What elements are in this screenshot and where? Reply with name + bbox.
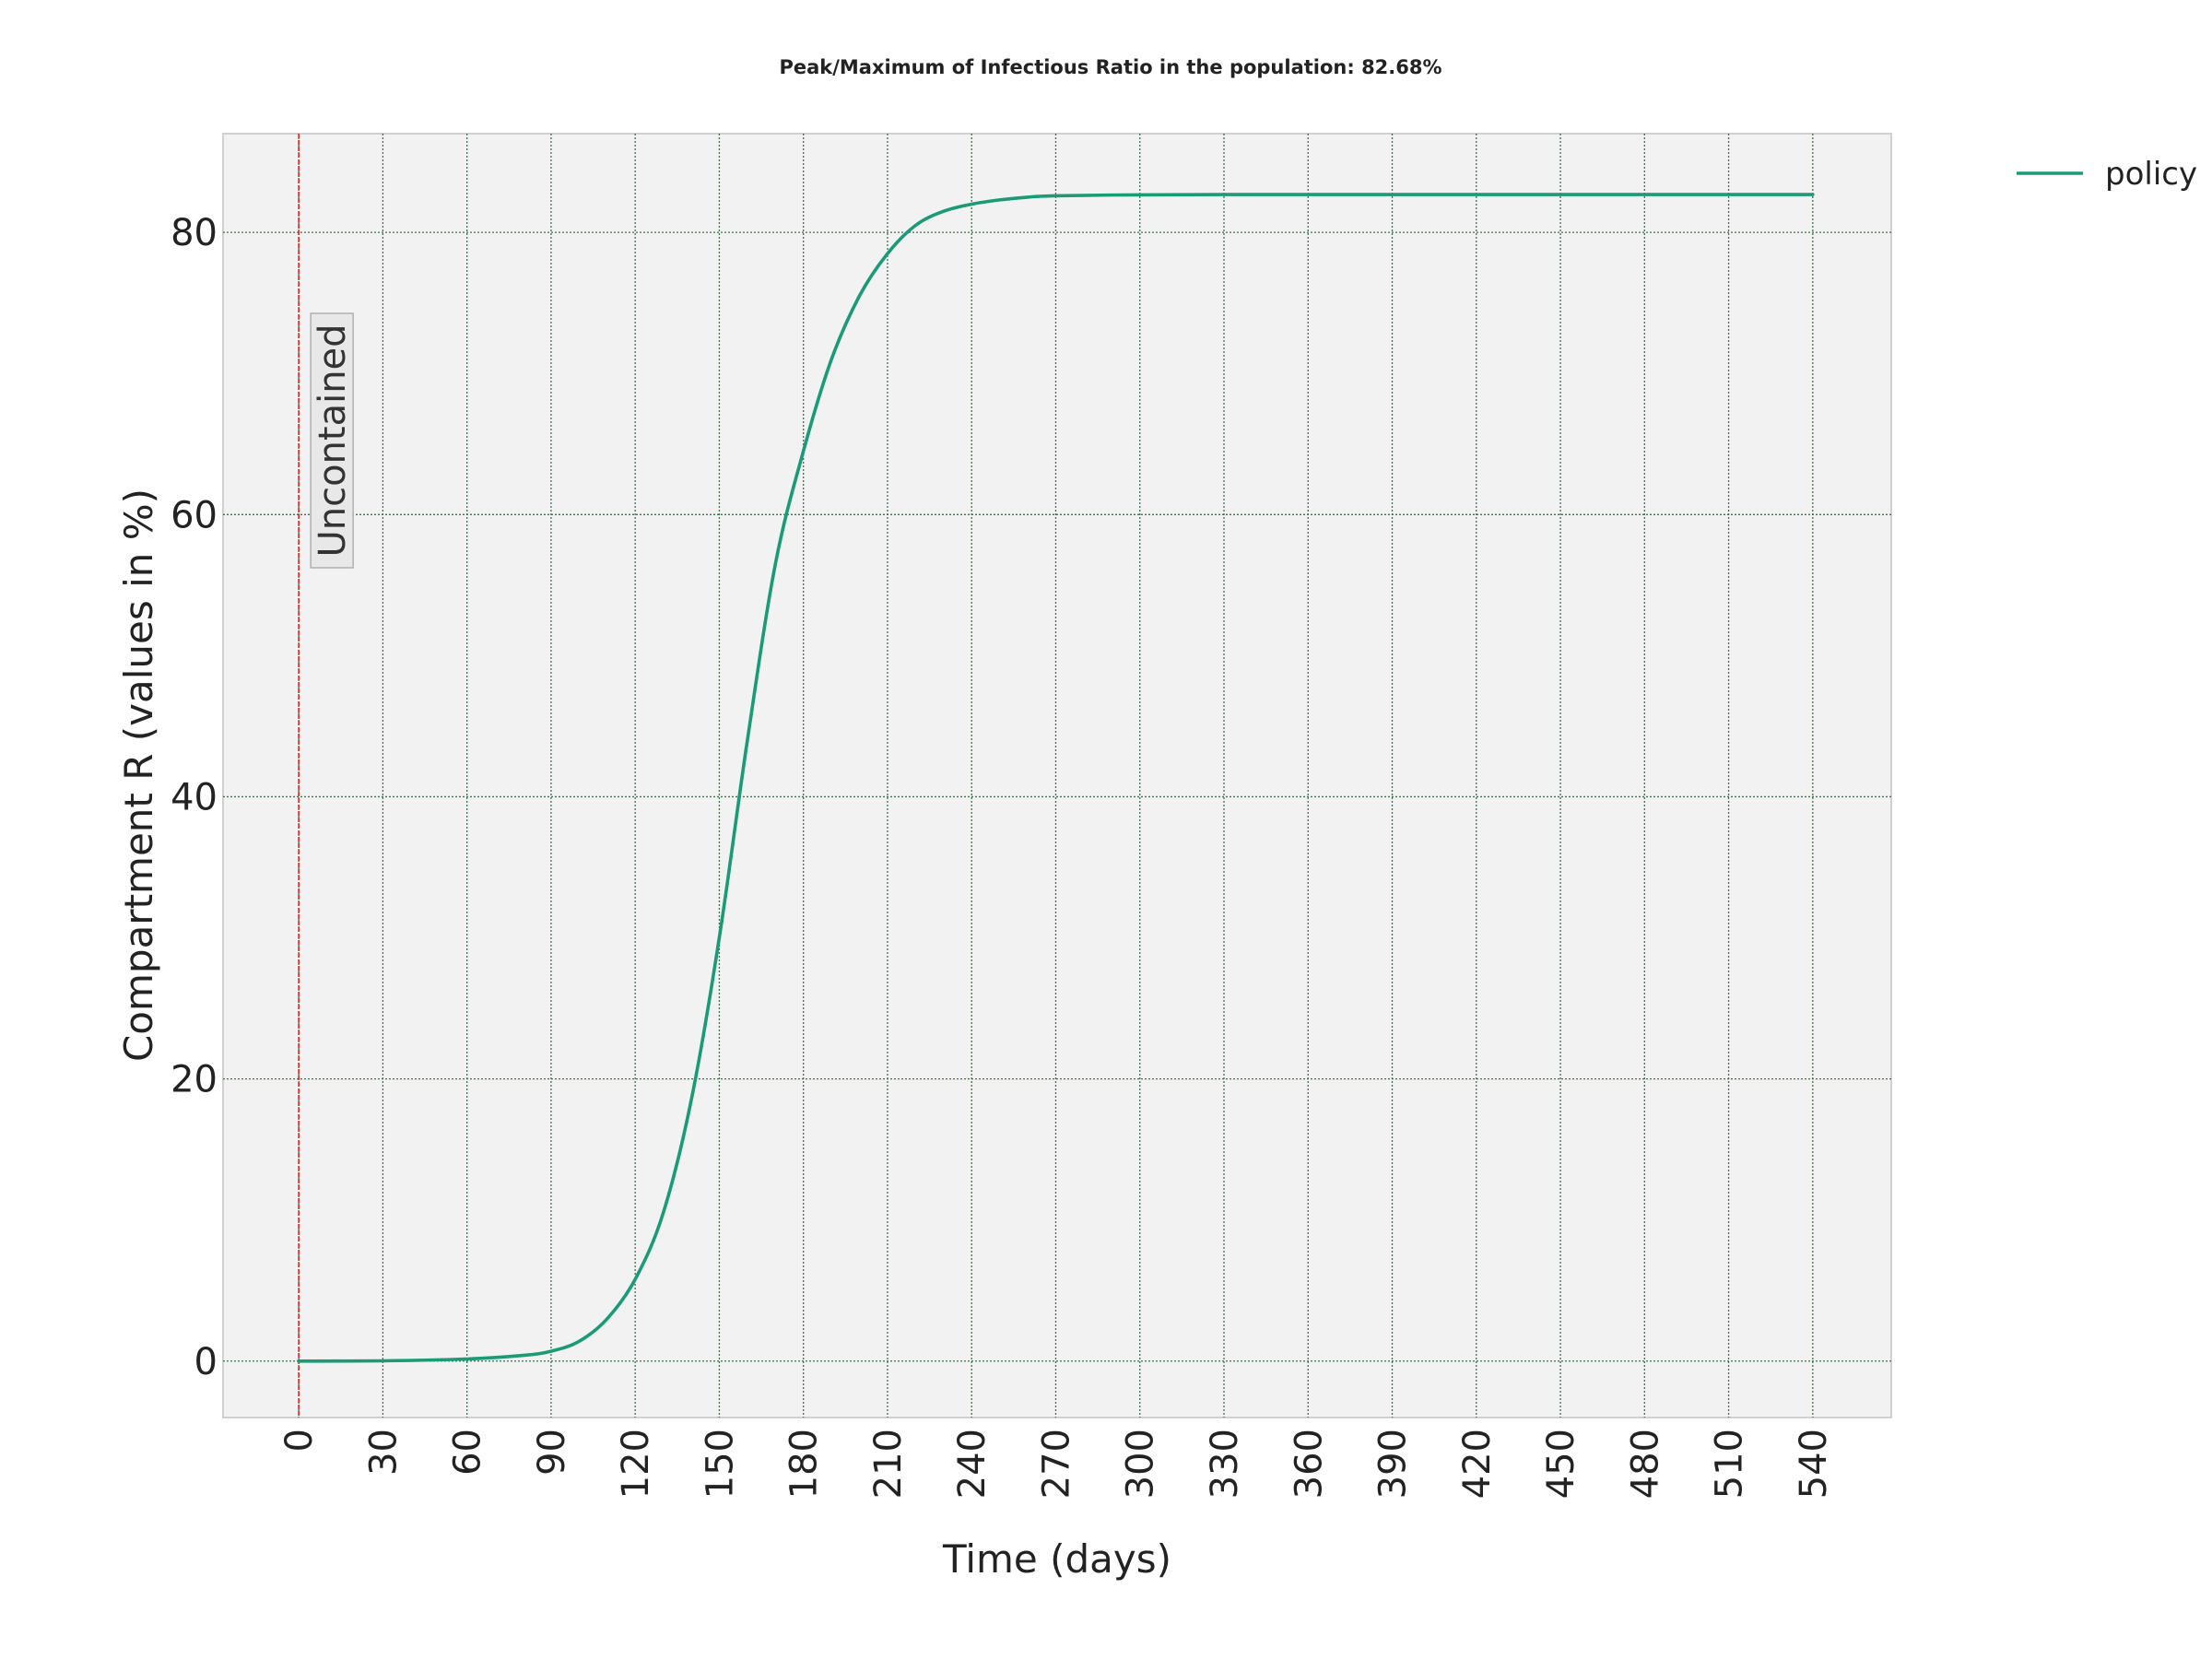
x-tick-label: 30 xyxy=(362,1429,405,1476)
y-tick-label: 40 xyxy=(171,776,218,818)
y-tick-label: 0 xyxy=(194,1341,218,1383)
x-tick-label: 270 xyxy=(1035,1429,1077,1499)
annotation-layer: Uncontained xyxy=(298,134,354,1418)
y-tick-label: 20 xyxy=(171,1059,218,1101)
tick-layer: 0 30 60 90 120 150 180 210 240 270 300 330 360 390 420… xyxy=(171,212,1835,1499)
legend-label-policy: policy xyxy=(2105,156,2197,193)
x-tick-label: 540 xyxy=(1793,1429,1835,1499)
x-tick-label: 60 xyxy=(447,1429,489,1476)
chart-title: Peak/Maximum of Infectious Ratio in the … xyxy=(779,56,1441,78)
x-tick-label: 390 xyxy=(1372,1429,1415,1499)
series-layer xyxy=(297,193,1815,1363)
y-tick-label: 60 xyxy=(171,494,218,536)
x-tick-label: 180 xyxy=(783,1429,826,1499)
x-tick-label: 330 xyxy=(1204,1429,1246,1499)
x-tick-label: 240 xyxy=(951,1429,994,1499)
series-line-policy xyxy=(297,193,1815,1363)
annotation-label: Uncontained xyxy=(312,324,354,557)
x-tick-label: 360 xyxy=(1288,1429,1330,1499)
plot-area xyxy=(222,133,1892,1418)
x-tick-label: 450 xyxy=(1540,1429,1583,1499)
x-tick-label: 150 xyxy=(699,1429,741,1499)
y-axis-label: Compartment R (values in %) xyxy=(116,488,161,1062)
x-tick-label: 480 xyxy=(1624,1429,1666,1499)
x-tick-label: 420 xyxy=(1456,1429,1499,1499)
x-tick-label: 90 xyxy=(531,1429,573,1476)
legend: policy xyxy=(2017,156,2197,193)
x-tick-label: 300 xyxy=(1120,1429,1162,1499)
x-tick-label: 0 xyxy=(278,1429,321,1452)
annotation-box xyxy=(310,312,354,569)
grid-layer xyxy=(223,134,1891,1418)
x-tick-label: 120 xyxy=(615,1429,657,1499)
x-tick-label: 510 xyxy=(1709,1429,1751,1499)
x-axis-label: Time (days) xyxy=(942,1536,1171,1582)
x-tick-label: 210 xyxy=(867,1429,910,1499)
y-tick-label: 80 xyxy=(171,212,218,254)
